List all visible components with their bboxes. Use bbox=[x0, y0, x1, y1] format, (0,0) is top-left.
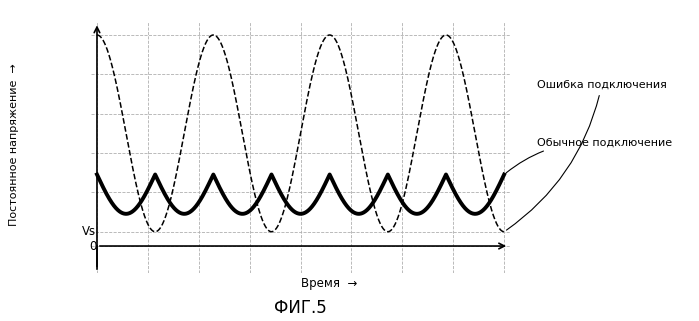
Text: Время  →: Время → bbox=[301, 277, 357, 290]
Text: Обычное подключение: Обычное подключение bbox=[506, 137, 672, 173]
Text: Ошибка подключения: Ошибка подключения bbox=[507, 80, 667, 230]
Text: Vs: Vs bbox=[82, 225, 96, 238]
Text: Постоянное напряжение  →: Постоянное напряжение → bbox=[9, 63, 19, 226]
Text: 0: 0 bbox=[89, 239, 96, 253]
Text: ФИГ.5: ФИГ.5 bbox=[274, 299, 327, 317]
